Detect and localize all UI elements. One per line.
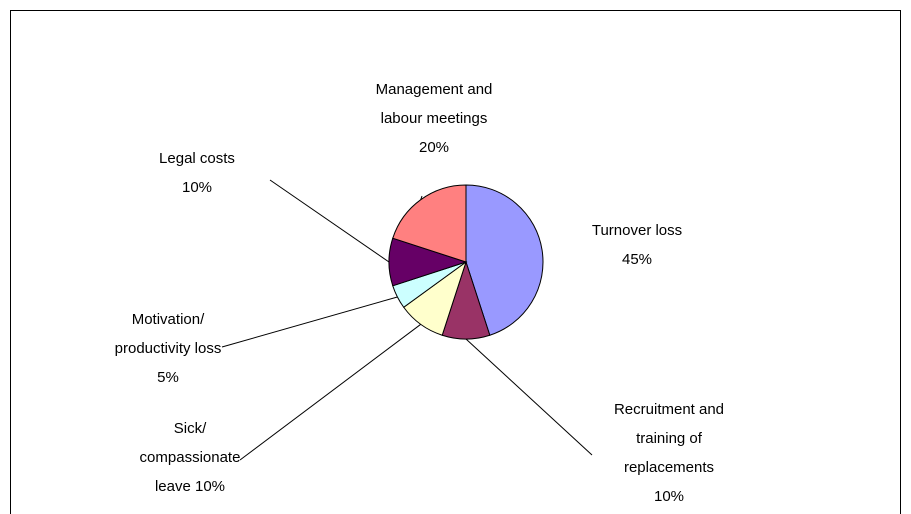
category-label: Recruitment and training of replacements: [613, 401, 725, 476]
category-label: Motivation/ productivity loss: [114, 311, 222, 357]
slice-label: Management and labour meetings 20%: [372, 75, 497, 162]
category-label: Legal costs: [159, 150, 235, 167]
pie-slice: [392, 184, 467, 263]
slice-label: Motivation/ productivity loss 5%: [103, 305, 233, 392]
value-label: 45%: [621, 251, 653, 268]
leader-line: [221, 296, 398, 348]
slice-label: Legal costs 10%: [142, 144, 252, 202]
pie-slice: [465, 184, 544, 336]
value-label: 10%: [653, 488, 685, 505]
leader-line: [239, 323, 422, 461]
leader-line: [269, 179, 390, 263]
value-label: 20%: [418, 139, 450, 156]
value-label: 5%: [157, 369, 179, 386]
leader-line: [420, 195, 423, 200]
category-label: Sick/ compassionate leave: [139, 420, 241, 495]
category-label: Turnover loss: [591, 222, 683, 239]
slice-label: Sick/ compassionate leave 10%: [135, 414, 245, 501]
leader-line: [465, 338, 593, 456]
slice-label: Turnover loss 45%: [577, 216, 697, 274]
chart-frame: [10, 10, 901, 514]
value-label: 10%: [195, 478, 226, 495]
category-label: Management and labour meetings: [375, 81, 493, 127]
slice-label: Recruitment and training of replacements…: [607, 395, 732, 511]
value-label: 10%: [181, 179, 213, 196]
